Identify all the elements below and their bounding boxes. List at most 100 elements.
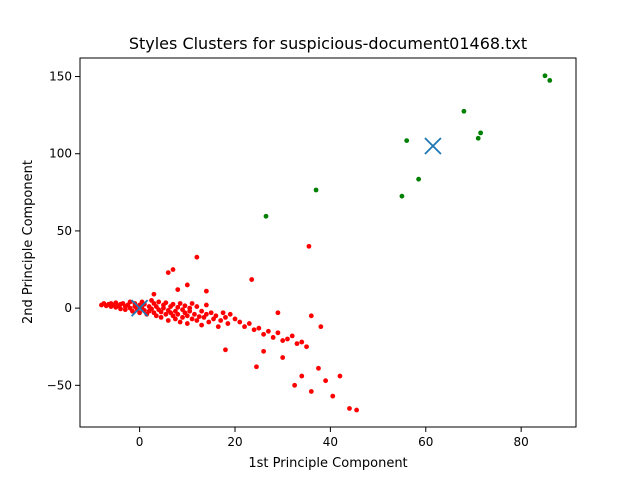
data-point-0-39: [158, 309, 164, 315]
data-point-0-125: [308, 313, 314, 319]
data-point-1-8: [542, 73, 548, 79]
data-point-0-90: [251, 327, 257, 333]
y-tick-label-1: 0: [64, 301, 72, 315]
data-point-0-116: [299, 373, 305, 379]
data-point-0-38: [156, 299, 162, 305]
data-point-0-84: [225, 321, 231, 326]
data-point-0-18: [130, 308, 135, 314]
data-point-0-101: [304, 344, 309, 350]
data-point-0-81: [218, 318, 224, 323]
data-point-0-71: [199, 308, 205, 314]
data-point-0-11: [118, 306, 123, 312]
data-point-0-103: [170, 267, 176, 272]
data-point-0-68: [194, 318, 200, 323]
data-point-0-92: [261, 331, 267, 337]
data-point-0-122: [347, 406, 352, 411]
data-point-0-72: [199, 322, 205, 328]
data-point-0-112: [254, 364, 259, 370]
data-point-0-89: [246, 321, 252, 326]
data-point-0-91: [256, 325, 262, 331]
x-axis-label: 1st Principle Component: [248, 456, 407, 471]
data-point-0-94: [270, 335, 276, 340]
y-tick-label-0: −50: [47, 378, 72, 392]
data-point-0-102: [165, 270, 171, 276]
data-point-0-97: [285, 336, 290, 342]
data-point-0-93: [265, 328, 271, 334]
data-point-0-107: [184, 282, 190, 288]
data-point-0-55: [177, 319, 183, 325]
data-point-0-113: [261, 348, 267, 354]
data-point-0-53: [175, 304, 181, 310]
data-point-0-14: [122, 307, 128, 313]
data-point-0-105: [175, 287, 181, 292]
data-point-0-108: [203, 288, 209, 294]
data-point-0-96: [280, 338, 286, 343]
data-point-0-100: [299, 339, 305, 345]
axes-frame: [79, 57, 577, 428]
y-tick-label-4: 150: [49, 70, 72, 84]
data-point-0-121: [337, 373, 343, 379]
data-point-0-126: [275, 310, 281, 316]
data-point-0-23: [137, 310, 143, 316]
data-point-1-4: [416, 176, 422, 182]
data-point-0-56: [177, 301, 183, 306]
data-point-0-82: [220, 310, 226, 316]
data-point-1-9: [547, 77, 553, 83]
data-point-0-98: [289, 333, 295, 339]
data-point-0-85: [227, 311, 233, 317]
data-point-0-50: [170, 301, 176, 307]
data-point-1-0: [263, 213, 269, 219]
data-point-0-106: [151, 291, 157, 297]
axis-ticks: 0 20 40 60 80 −50 0 50 100 150: [47, 70, 529, 449]
data-point-0-87: [237, 319, 243, 325]
data-point-0-77: [208, 310, 214, 316]
y-axis-label: 2nd Principle Component: [21, 160, 36, 324]
data-point-0-111: [223, 347, 228, 353]
data-point-0-61: [184, 313, 190, 319]
data-point-0-79: [213, 313, 219, 319]
data-point-1-1: [313, 187, 319, 193]
data-point-0-58: [180, 314, 185, 320]
data-point-0-124: [318, 324, 324, 330]
x-tick-label-3: 60: [418, 435, 433, 449]
data-point-0-67: [192, 311, 197, 317]
y-tick-label-2: 50: [57, 224, 72, 238]
data-point-0-110: [306, 243, 312, 249]
data-point-1-7: [478, 130, 484, 136]
y-tick-label-3: 100: [49, 147, 72, 161]
data-point-0-104: [194, 254, 200, 260]
data-point-0-119: [323, 378, 329, 384]
x-tick-label-0: 0: [136, 435, 144, 449]
data-point-0-118: [316, 365, 321, 371]
data-point-0-117: [308, 389, 314, 394]
data-point-1-6: [475, 135, 481, 141]
data-point-0-80: [215, 324, 221, 330]
data-point-1-2: [399, 193, 405, 199]
data-point-0-88: [242, 324, 247, 330]
data-point-0-69: [194, 304, 200, 309]
data-point-0-114: [280, 355, 286, 360]
data-point-0-86: [232, 316, 238, 322]
chart-title: Styles Clusters for suspicious-document0…: [129, 34, 527, 53]
data-point-0-109: [249, 277, 255, 282]
data-point-0-66: [189, 301, 195, 306]
x-tick-label-1: 20: [227, 435, 242, 449]
data-point-0-74: [203, 311, 209, 317]
data-point-0-120: [330, 393, 336, 399]
data-point-0-95: [275, 330, 281, 336]
data-point-0-35: [153, 313, 159, 319]
data-point-0-43: [163, 311, 169, 317]
data-point-0-123: [354, 407, 360, 413]
x-tick-label-2: 40: [323, 435, 338, 449]
data-point-1-5: [461, 108, 467, 114]
centroid-marker-1: [424, 137, 442, 155]
x-tick-label-4: 80: [514, 435, 529, 449]
data-point-0-76: [206, 319, 212, 325]
data-point-0-83: [223, 314, 228, 320]
data-point-0-70: [196, 314, 202, 320]
data-point-0-65: [189, 316, 195, 322]
data-point-0-40: [158, 314, 164, 320]
